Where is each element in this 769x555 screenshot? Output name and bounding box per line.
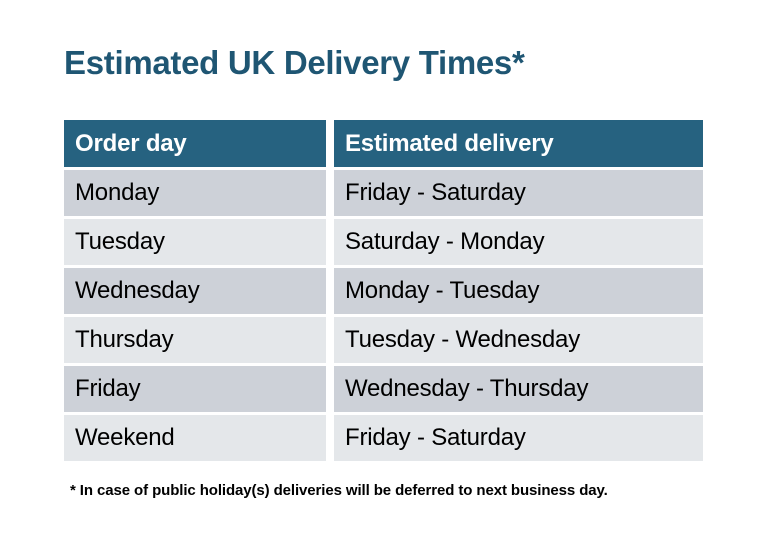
delivery-times-table: Order day Estimated delivery Monday Frid… [64,120,703,461]
table-cell-estimated-delivery: Monday - Tuesday [334,268,703,314]
table-cell-estimated-delivery: Tuesday - Wednesday [334,317,703,363]
table-cell-order-day: Tuesday [64,219,326,265]
table-cell-estimated-delivery: Wednesday - Thursday [334,366,703,412]
table-cell-order-day: Monday [64,170,326,216]
footnote: * In case of public holiday(s) deliverie… [70,482,608,499]
table-cell-order-day: Friday [64,366,326,412]
column-header-estimated-delivery: Estimated delivery [334,120,703,167]
table-cell-estimated-delivery: Friday - Saturday [334,170,703,216]
table-cell-estimated-delivery: Friday - Saturday [334,415,703,461]
column-header-order-day: Order day [64,120,326,167]
table-cell-order-day: Weekend [64,415,326,461]
table-cell-order-day: Wednesday [64,268,326,314]
table-cell-estimated-delivery: Saturday - Monday [334,219,703,265]
page-title: Estimated UK Delivery Times* [64,44,525,81]
table-cell-order-day: Thursday [64,317,326,363]
